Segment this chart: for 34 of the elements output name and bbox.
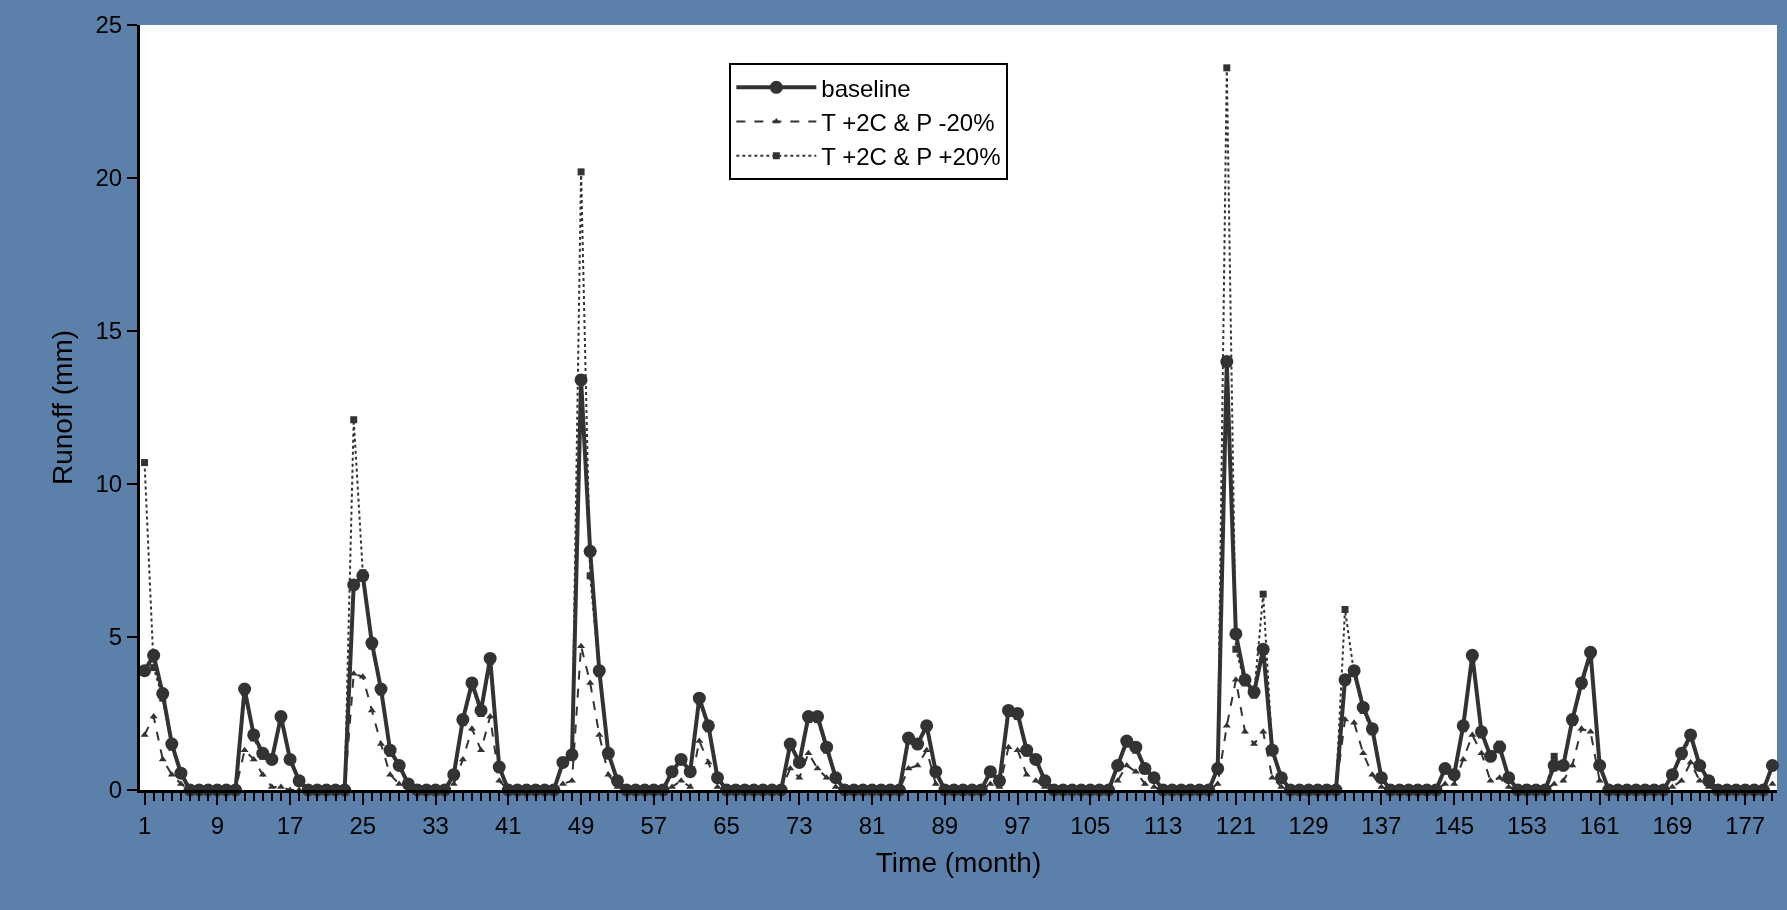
x-tick-label: 169 bbox=[1652, 811, 1693, 839]
legend-label: T +2C & P -20% bbox=[821, 108, 995, 136]
x-tick-label: 161 bbox=[1579, 811, 1620, 839]
x-axis-title: Time (month) bbox=[875, 846, 1042, 878]
x-tick-label: 25 bbox=[349, 811, 377, 839]
y-tick-label: 20 bbox=[95, 164, 123, 192]
legend-label: T +2C & P +20% bbox=[821, 143, 1001, 171]
x-tick-label: 105 bbox=[1070, 811, 1111, 839]
x-tick-label: 81 bbox=[858, 811, 886, 839]
x-tick-label: 129 bbox=[1288, 811, 1329, 839]
x-tick-label: 153 bbox=[1506, 811, 1547, 839]
x-tick-label: 57 bbox=[640, 811, 668, 839]
legend-label: baseline bbox=[821, 74, 911, 102]
x-tick-label: 121 bbox=[1215, 811, 1256, 839]
x-tick-label: 1 bbox=[137, 811, 152, 839]
x-tick-label: 33 bbox=[422, 811, 449, 839]
x-tick-label: 177 bbox=[1725, 811, 1766, 839]
x-tick-label: 9 bbox=[210, 811, 224, 839]
x-tick-label: 73 bbox=[786, 811, 813, 839]
x-tick-label: 113 bbox=[1144, 811, 1183, 839]
x-tick-label: 41 bbox=[494, 811, 522, 839]
x-tick-label: 145 bbox=[1434, 811, 1475, 839]
y-axis-title: Runoff (mm) bbox=[47, 329, 79, 486]
y-tick-label: 5 bbox=[108, 623, 123, 651]
y-tick-label: 25 bbox=[95, 11, 123, 39]
y-tick-label: 0 bbox=[108, 776, 123, 804]
x-tick-label: 137 bbox=[1361, 811, 1402, 839]
x-tick-label: 97 bbox=[1004, 811, 1031, 839]
x-tick-label: 49 bbox=[567, 811, 595, 839]
x-tick-label: 17 bbox=[276, 811, 304, 839]
x-tick-label: 65 bbox=[713, 811, 740, 839]
y-tick-label: 10 bbox=[95, 470, 123, 498]
x-tick-label: 89 bbox=[931, 811, 959, 839]
y-tick-label: 15 bbox=[95, 317, 123, 345]
